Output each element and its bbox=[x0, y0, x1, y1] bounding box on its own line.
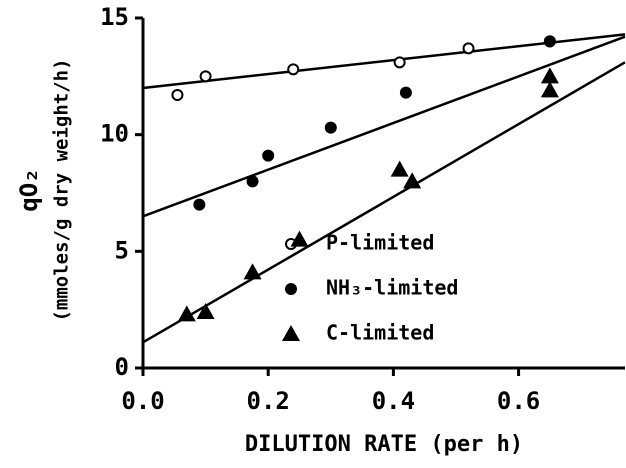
point bbox=[462, 42, 475, 55]
point bbox=[290, 230, 309, 247]
legend-label: NH₃-limited bbox=[326, 276, 458, 300]
point bbox=[177, 305, 196, 322]
point bbox=[193, 198, 206, 211]
point bbox=[399, 86, 412, 99]
point bbox=[171, 89, 184, 101]
point bbox=[262, 149, 275, 162]
point bbox=[196, 303, 215, 319]
legend-label: P-limited bbox=[326, 231, 434, 255]
legend-label: C-limited bbox=[326, 321, 434, 345]
point bbox=[540, 81, 559, 98]
y-axis-sublabel: (mmoles/g dry weight/h) bbox=[51, 58, 73, 321]
x-tick-label: 0.6 bbox=[497, 387, 540, 415]
point bbox=[403, 172, 422, 189]
x-tick-label: 0.2 bbox=[247, 387, 290, 415]
point bbox=[324, 121, 337, 134]
y-tick-label: 10 bbox=[100, 120, 129, 148]
point bbox=[287, 63, 300, 76]
fit-line bbox=[142, 61, 626, 344]
point bbox=[246, 175, 259, 188]
fit-line bbox=[142, 35, 626, 218]
x-axis-label: DILUTION RATE (per h) bbox=[245, 432, 523, 457]
y-tick-label: 15 bbox=[100, 3, 129, 31]
y-axis-label: qO₂ bbox=[15, 168, 43, 211]
legend-marker bbox=[285, 283, 297, 295]
point bbox=[543, 35, 556, 48]
y-tick-label: 0 bbox=[115, 353, 129, 381]
point bbox=[243, 263, 262, 280]
point bbox=[390, 160, 409, 177]
legend-marker bbox=[282, 325, 300, 341]
x-tick-label: 0.0 bbox=[121, 387, 164, 415]
point bbox=[393, 56, 406, 69]
y-tick-label: 5 bbox=[115, 236, 129, 264]
point bbox=[540, 67, 559, 84]
x-tick-label: 0.4 bbox=[372, 387, 415, 415]
point bbox=[199, 70, 212, 83]
